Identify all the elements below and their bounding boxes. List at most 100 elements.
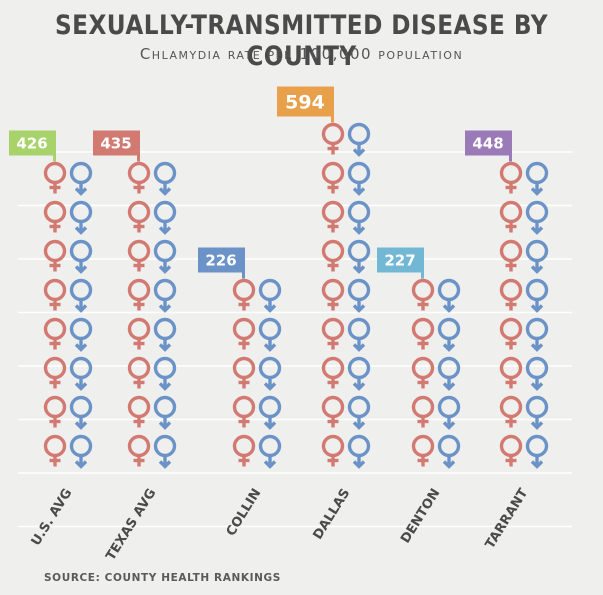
category-tick-label: U.S. AVG [29,486,76,548]
value-flag: 594 [277,86,334,123]
male-symbol-icon [69,356,93,391]
female-symbol-icon [232,278,256,311]
female-symbol-icon [499,317,523,350]
female-symbol-icon [127,278,151,311]
female-symbol-icon [321,434,345,467]
icon-column [411,278,461,469]
icon-column [232,278,282,469]
male-symbol-icon [437,395,461,430]
value-flag: 227 [377,247,424,279]
female-symbol-icon [43,278,67,311]
male-symbol-icon [153,395,177,430]
male-symbol-icon [437,278,461,313]
icon-column [499,161,549,469]
female-symbol-icon [43,161,67,194]
female-symbol-icon [127,356,151,389]
female-symbol-icon [411,317,435,350]
female-symbol-icon [321,356,345,389]
male-symbol-icon [69,200,93,235]
category-tick-label: COLLIN [224,486,265,539]
data-label: 435 [100,135,131,153]
male-symbol-icon [347,239,371,274]
female-symbol-icon [499,239,523,272]
male-symbol-icon [153,161,177,196]
value-flags: 426 435 226 594 227 448 [9,86,512,279]
category-tick-label: TARRANT [483,486,532,552]
female-symbol-icon [127,161,151,194]
female-symbol-icon [127,434,151,467]
male-symbol-icon [153,278,177,313]
value-flag: 426 [9,130,56,162]
value-flag: 226 [198,247,245,279]
male-symbol-icon [153,317,177,352]
male-symbol-icon [258,395,282,430]
female-symbol-icon [411,278,435,311]
male-symbol-icon [347,395,371,430]
category-tick-label: DENTON [398,486,443,546]
chart-subtitle: Chlamydia rate per 100,000 population [139,45,464,63]
female-symbol-icon [43,239,67,272]
male-symbol-icon [258,356,282,391]
male-symbol-icon [153,434,177,469]
chart-title: SEXUALLY-TRANSMITTED DISEASE BY COUNTY [55,10,548,72]
male-symbol-icon [525,278,549,313]
category-tick-label: DALLAS [311,486,354,542]
male-symbol-icon [153,239,177,274]
male-symbol-icon [258,278,282,313]
male-symbol-icon [525,434,549,469]
female-symbol-icon [127,395,151,428]
data-label: 448 [472,135,503,153]
male-symbol-icon [525,356,549,391]
male-symbol-icon [153,200,177,235]
female-symbol-icon [321,161,345,194]
male-symbol-icon [69,278,93,313]
female-symbol-icon [232,395,256,428]
female-symbol-icon [43,395,67,428]
male-symbol-icon [437,434,461,469]
female-symbol-icon [127,200,151,233]
female-symbol-icon [43,434,67,467]
male-symbol-icon [525,317,549,352]
data-label: 227 [384,252,415,270]
male-symbol-icon [69,317,93,352]
female-symbol-icon [321,122,345,155]
female-symbol-icon [127,239,151,272]
female-symbol-icon [321,239,345,272]
source-note: SOURCE: COUNTY HEALTH RANKINGS [44,572,281,584]
icon-columns [43,122,549,469]
female-symbol-icon [321,395,345,428]
female-symbol-icon [499,434,523,467]
male-symbol-icon [258,434,282,469]
male-symbol-icon [69,434,93,469]
male-symbol-icon [437,317,461,352]
data-label: 426 [16,135,47,153]
male-symbol-icon [347,122,371,157]
female-symbol-icon [499,278,523,311]
female-symbol-icon [411,395,435,428]
gridlines [18,151,572,528]
male-symbol-icon [525,161,549,196]
female-symbol-icon [499,395,523,428]
male-symbol-icon [258,317,282,352]
female-symbol-icon [321,278,345,311]
female-symbol-icon [232,317,256,350]
value-flag: 435 [93,130,140,162]
female-symbol-icon [321,317,345,350]
female-symbol-icon [499,161,523,194]
category-tick-label: TEXAS AVG [103,486,159,560]
female-symbol-icon [499,200,523,233]
female-symbol-icon [411,356,435,389]
male-symbol-icon [69,239,93,274]
pictogram-chart: 426 435 226 594 227 448 U.S. AVG TEXAS AVG COLL… [9,86,572,560]
male-symbol-icon [525,395,549,430]
icon-column [321,122,371,469]
female-symbol-icon [321,200,345,233]
male-symbol-icon [525,200,549,235]
icon-column [43,161,93,469]
female-symbol-icon [43,317,67,350]
female-symbol-icon [499,356,523,389]
category-labels: U.S. AVG TEXAS AVG COLLIN DALLAS DENTON TARRA… [29,486,532,560]
data-label: 594 [285,92,325,114]
male-symbol-icon [347,434,371,469]
female-symbol-icon [127,317,151,350]
